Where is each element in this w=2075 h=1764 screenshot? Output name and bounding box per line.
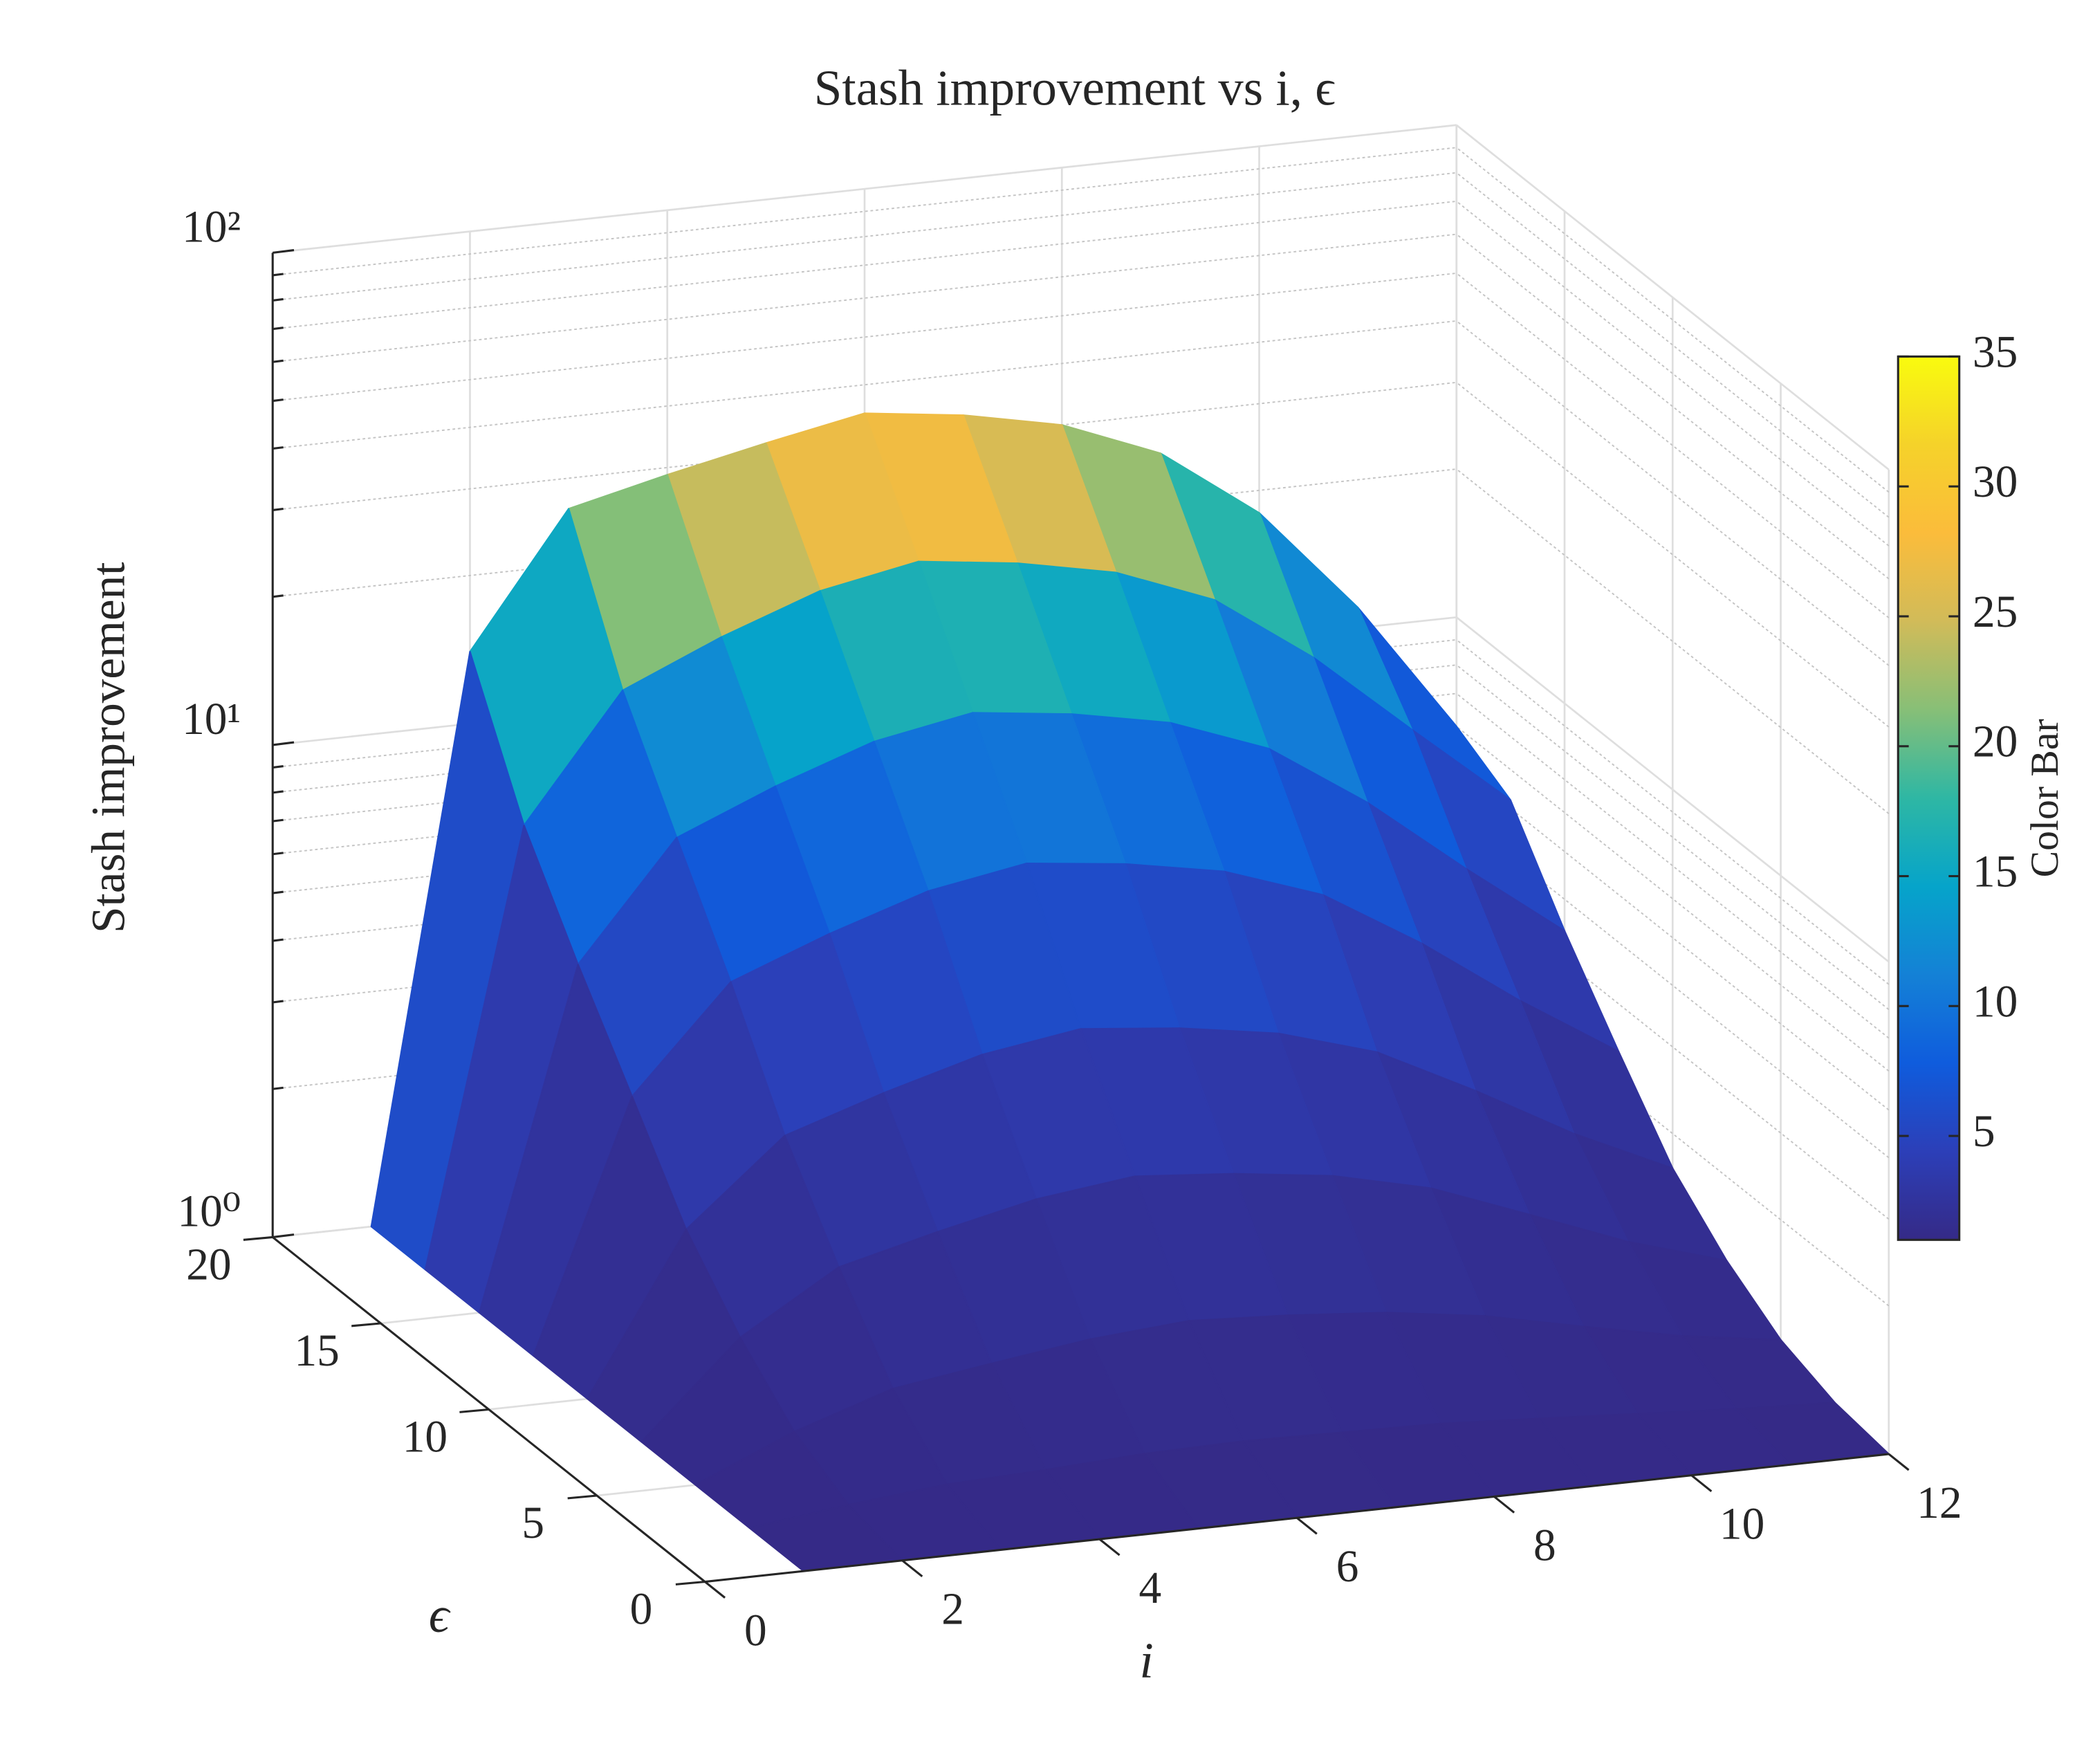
colorbar-tick-label: 20	[1973, 717, 2018, 767]
tick-mark	[704, 1581, 726, 1599]
colorbar-tick-label: 25	[1973, 587, 2018, 637]
x-axis-label: i	[1140, 1632, 1154, 1688]
minor-grid-line	[1456, 960, 1890, 1307]
x-tick-label: 6	[1336, 1542, 1359, 1592]
z-tick-label: 10⁰	[177, 1187, 241, 1237]
z-tick-label: 10¹	[182, 695, 241, 744]
tick-mark	[243, 1235, 273, 1241]
z-tick-label: 10²	[182, 203, 241, 252]
minor-tick-mark	[273, 1086, 284, 1090]
minor-grid-line	[273, 381, 1457, 511]
x-tick-label: 4	[1138, 1563, 1161, 1613]
z-axis-label: Stash improvement	[81, 562, 134, 933]
tick-mark	[567, 1494, 598, 1500]
minor-grid-line	[273, 233, 1457, 363]
tick-mark	[273, 741, 295, 746]
tick-mark	[1493, 1496, 1515, 1514]
minor-grid-line	[273, 201, 1457, 330]
x-tick-label: 10	[1719, 1500, 1764, 1550]
minor-tick-mark	[273, 852, 284, 856]
colorbar-tick-label: 10	[1973, 977, 2018, 1027]
colorbar	[1897, 355, 1961, 1241]
minor-grid-line	[273, 147, 1457, 276]
minor-tick-mark	[273, 594, 284, 598]
minor-grid-line	[1456, 201, 1890, 546]
colorbar-tick-label: 35	[1973, 327, 2018, 377]
x-tick-label: 2	[941, 1585, 964, 1635]
minor-tick-mark	[273, 398, 284, 403]
minor-grid-line	[1456, 639, 1890, 985]
chart-title: Stash improvement vs i, ϵ	[814, 59, 1336, 116]
minor-grid-line	[1456, 726, 1890, 1072]
minor-tick-mark	[273, 890, 284, 894]
minor-tick-mark	[273, 273, 284, 277]
minor-tick-mark	[273, 765, 284, 769]
surface	[370, 412, 1890, 1572]
y-tick-label: 5	[522, 1498, 544, 1548]
minor-grid-line	[273, 273, 1457, 402]
minor-grid-line	[273, 468, 1457, 598]
tick-mark	[1296, 1517, 1318, 1535]
minor-tick-mark	[273, 359, 284, 363]
minor-grid-line	[1456, 664, 1890, 1011]
tick-mark	[675, 1581, 706, 1586]
minor-tick-mark	[273, 818, 284, 823]
minor-grid-line	[1456, 233, 1890, 580]
minor-grid-line	[273, 172, 1457, 302]
y-tick-label: 15	[294, 1326, 339, 1376]
x-tick-label: 8	[1533, 1520, 1556, 1570]
minor-grid-line	[273, 320, 1457, 450]
minor-grid-line	[1456, 468, 1890, 814]
minor-grid-line	[1456, 320, 1890, 666]
minor-tick-mark	[273, 790, 284, 794]
y-axis-label: ϵ	[429, 1587, 451, 1643]
minor-grid-line	[1456, 764, 1890, 1111]
minor-tick-mark	[273, 938, 284, 942]
minor-grid-line	[1456, 273, 1890, 618]
minor-tick-mark	[273, 327, 284, 331]
tick-mark	[1098, 1538, 1120, 1556]
minor-grid-line	[1456, 812, 1890, 1159]
tick-mark	[273, 1233, 295, 1238]
grid-line	[273, 124, 1457, 254]
tick-mark	[459, 1408, 489, 1413]
tick-mark	[351, 1322, 381, 1327]
x-tick-label: 0	[744, 1606, 767, 1655]
colorbar-tick-label: 5	[1973, 1107, 1995, 1157]
tick-mark	[273, 249, 295, 254]
y-tick-label: 0	[630, 1585, 653, 1635]
colorbar-tick-label: 30	[1973, 457, 2018, 507]
minor-grid-line	[1456, 382, 1890, 728]
minor-grid-line	[1456, 172, 1890, 518]
tick-mark	[1888, 1453, 1910, 1471]
colorbar-label: Color Bar	[2023, 719, 2067, 877]
y-tick-label: 10	[403, 1413, 448, 1462]
tick-mark	[901, 1559, 923, 1578]
minor-grid-line	[1456, 874, 1890, 1220]
minor-grid-line	[1456, 692, 1890, 1039]
grid-line	[1455, 616, 1890, 963]
x-tick-label: 12	[1917, 1478, 1962, 1528]
minor-tick-mark	[273, 297, 284, 302]
tick-mark	[1690, 1474, 1713, 1492]
minor-tick-mark	[273, 446, 284, 450]
minor-grid-line	[1456, 147, 1890, 493]
minor-tick-mark	[273, 1000, 284, 1004]
grid-line	[1455, 124, 1890, 470]
y-tick-label: 20	[186, 1240, 231, 1290]
minor-tick-mark	[273, 507, 284, 511]
colorbar-tick-label: 15	[1973, 847, 2018, 897]
